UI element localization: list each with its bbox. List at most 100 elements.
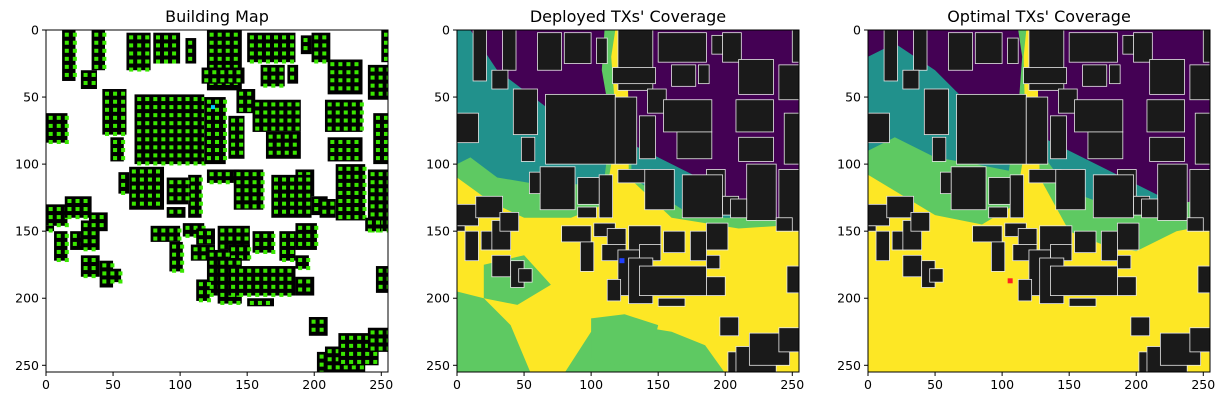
receiver-marker bbox=[214, 131, 220, 136]
building bbox=[1087, 131, 1124, 160]
receiver-marker bbox=[185, 233, 190, 238]
receiver-marker bbox=[287, 110, 292, 115]
receiver-marker bbox=[282, 233, 287, 238]
receiver-marker bbox=[177, 113, 182, 118]
receiver-marker bbox=[330, 201, 335, 206]
receiver-marker bbox=[255, 110, 260, 115]
receiver-marker bbox=[155, 35, 160, 40]
receiver-marker bbox=[236, 78, 241, 83]
x-tick-label: 100 bbox=[579, 377, 603, 392]
x-tick-label: 250 bbox=[369, 377, 393, 392]
building bbox=[1092, 174, 1134, 219]
receiver-marker bbox=[198, 201, 203, 206]
receiver-marker bbox=[378, 276, 383, 281]
building bbox=[518, 268, 533, 283]
receiver-marker bbox=[83, 198, 88, 204]
receiver-marker bbox=[386, 188, 388, 193]
receiver-marker bbox=[231, 247, 236, 252]
receiver-marker bbox=[362, 190, 367, 195]
receiver-marker bbox=[223, 148, 228, 153]
receiver-marker bbox=[263, 102, 268, 107]
receiver-marker bbox=[223, 139, 228, 144]
receiver-marker bbox=[169, 105, 174, 110]
receiver-marker bbox=[322, 51, 327, 56]
receiver-marker bbox=[257, 51, 262, 56]
receiver-marker bbox=[137, 43, 142, 48]
receiver-marker bbox=[177, 209, 182, 214]
receiver-marker bbox=[153, 161, 158, 166]
receiver-marker bbox=[145, 129, 150, 134]
receiver-marker bbox=[354, 190, 359, 195]
receiver-marker bbox=[56, 139, 61, 144]
receiver-marker bbox=[298, 233, 303, 238]
receiver-marker bbox=[193, 145, 198, 150]
receiver-marker bbox=[330, 62, 335, 67]
receiver-marker bbox=[322, 201, 327, 206]
receiver-marker bbox=[239, 255, 244, 260]
receiver-marker bbox=[255, 118, 260, 123]
receiver-marker bbox=[265, 35, 270, 40]
receiver-marker bbox=[72, 32, 77, 37]
building bbox=[529, 171, 541, 195]
receiver-marker bbox=[386, 346, 388, 351]
building bbox=[287, 64, 299, 84]
receiver-marker bbox=[252, 204, 257, 209]
receiver-marker bbox=[244, 188, 249, 193]
receiver-marker bbox=[190, 193, 195, 198]
receiver-marker bbox=[319, 327, 324, 332]
building bbox=[300, 35, 312, 55]
receiver-marker bbox=[145, 51, 150, 56]
receiver-marker bbox=[201, 255, 206, 260]
receiver-marker bbox=[287, 292, 292, 297]
building bbox=[606, 228, 627, 245]
y-tick-label: 100 bbox=[837, 157, 861, 172]
building bbox=[367, 64, 388, 100]
receiver-marker bbox=[91, 258, 96, 263]
receiver-marker bbox=[290, 59, 295, 64]
receiver-marker bbox=[239, 276, 244, 281]
receiver-marker bbox=[91, 72, 96, 77]
receiver-marker bbox=[201, 105, 206, 110]
receiver-marker bbox=[220, 228, 225, 233]
receiver-marker bbox=[378, 188, 383, 193]
receiver-marker bbox=[113, 91, 118, 96]
receiver-marker bbox=[279, 83, 284, 88]
y-tick-label: 50 bbox=[434, 90, 450, 105]
receiver-marker bbox=[249, 59, 254, 64]
receiver-marker bbox=[346, 139, 351, 144]
x-tick-label: 0 bbox=[42, 377, 50, 392]
receiver-marker bbox=[147, 169, 152, 174]
receiver-marker bbox=[172, 244, 177, 249]
receiver-marker bbox=[271, 249, 276, 254]
receiver-marker bbox=[346, 182, 351, 187]
receiver-marker bbox=[375, 156, 380, 161]
receiver-marker bbox=[279, 292, 284, 297]
y-tick-label: 0 bbox=[442, 23, 450, 38]
receiver-marker bbox=[290, 193, 295, 198]
receiver-marker bbox=[290, 233, 295, 238]
receiver-marker bbox=[209, 284, 214, 289]
receiver-marker bbox=[298, 185, 303, 190]
receiver-marker bbox=[231, 268, 236, 273]
receiver-marker bbox=[209, 180, 214, 185]
receiver-marker bbox=[282, 177, 287, 182]
receiver-marker bbox=[121, 131, 126, 136]
building bbox=[988, 177, 1011, 205]
receiver-marker bbox=[354, 70, 359, 75]
building bbox=[1157, 163, 1188, 221]
receiver-marker bbox=[290, 43, 295, 48]
building bbox=[735, 99, 774, 133]
receiver-marker bbox=[386, 338, 388, 343]
receiver-marker bbox=[185, 97, 190, 102]
receiver-marker bbox=[228, 300, 233, 305]
receiver-marker bbox=[338, 70, 343, 75]
receiver-marker bbox=[386, 91, 388, 96]
receiver-marker bbox=[209, 268, 214, 273]
building bbox=[657, 297, 686, 307]
y-tick-label: 50 bbox=[845, 90, 861, 105]
receiver-marker bbox=[223, 115, 228, 120]
receiver-marker bbox=[48, 215, 53, 220]
receiver-marker bbox=[198, 209, 203, 214]
receiver-marker bbox=[249, 43, 254, 48]
receiver-marker bbox=[91, 80, 96, 85]
